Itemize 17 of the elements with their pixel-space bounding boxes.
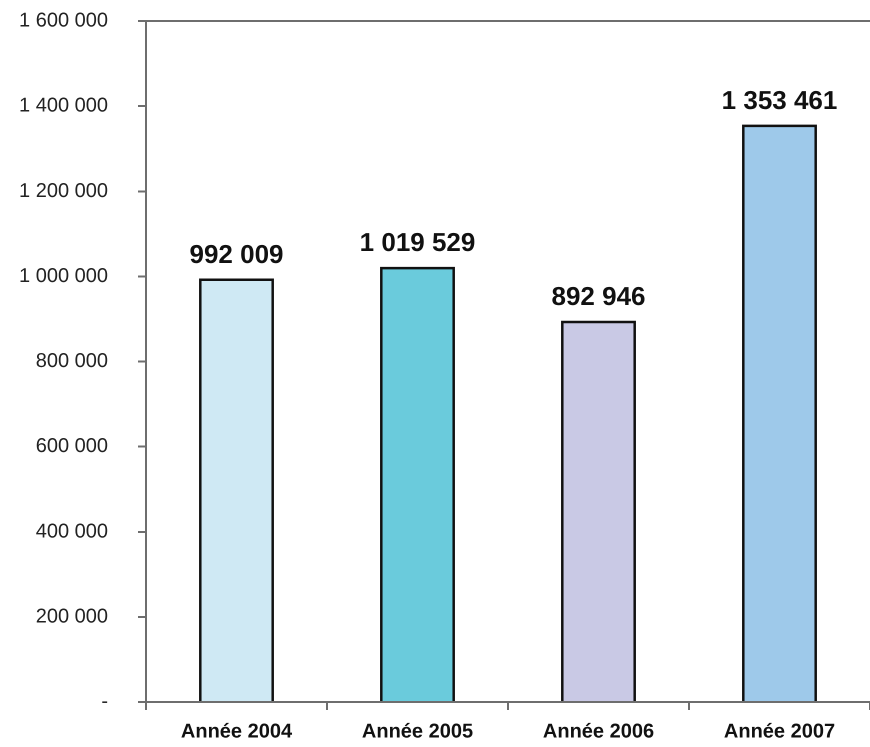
- x-tick-label: Année 2004: [180, 720, 293, 743]
- x-tick-label: Année 2006: [542, 720, 654, 743]
- y-tick-label: 600 000: [36, 435, 108, 458]
- y-tick-label: 400 000: [36, 520, 108, 542]
- data-label: 1 353 461: [722, 85, 838, 116]
- data-label: 892 946: [552, 281, 646, 312]
- y-tick-label: 1 000 000: [19, 264, 108, 287]
- x-tick-label: Année 2005: [362, 720, 474, 743]
- data-label: 992 009: [190, 238, 284, 269]
- y-tick-label: 1 400 000: [19, 94, 108, 117]
- data-label: 1 019 529: [360, 227, 476, 258]
- y-tick-label: 800 000: [36, 350, 108, 372]
- y-tick-label: -: [101, 690, 108, 713]
- x-tick-label: Année 2007: [724, 720, 836, 743]
- y-tick-label: 1 600 000: [19, 10, 108, 32]
- y-tick-label: 200 000: [36, 605, 108, 628]
- y-tick-label: 1 200 000: [19, 180, 108, 202]
